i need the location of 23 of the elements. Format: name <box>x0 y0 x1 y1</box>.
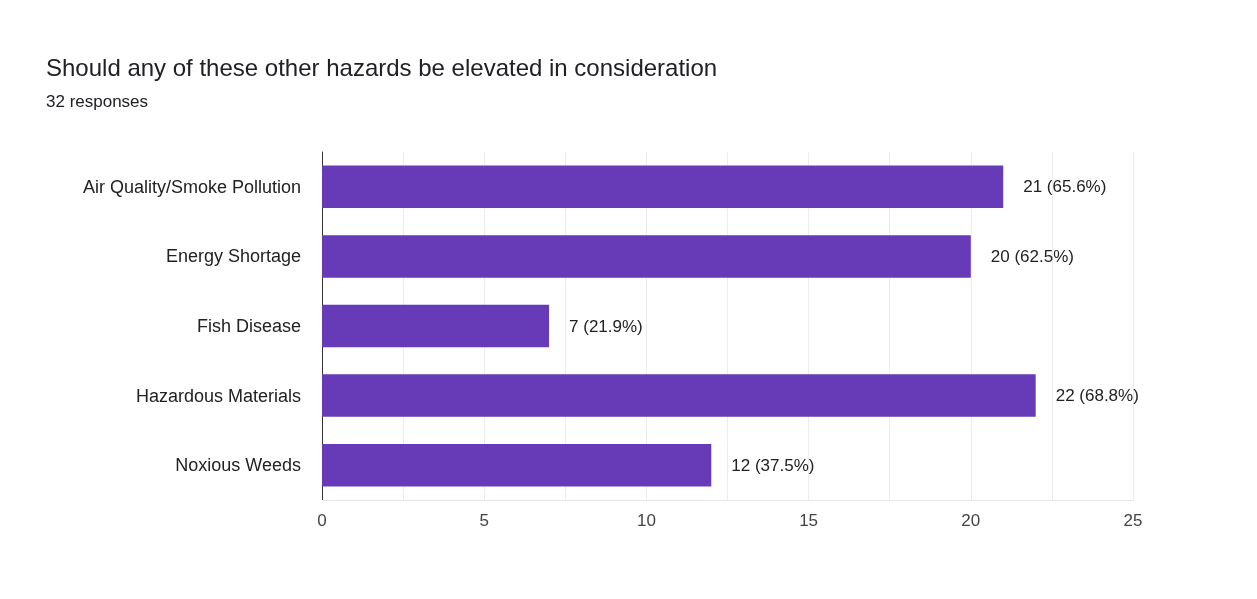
x-tick-label: 25 <box>1123 511 1143 530</box>
data-label: 7 (21.9%) <box>569 316 643 336</box>
y-tick-label: Air Quality/Smoke Pollution <box>82 176 301 197</box>
bar <box>322 443 712 487</box>
x-tick-label: 15 <box>799 511 819 530</box>
x-tick-label: 10 <box>636 511 656 530</box>
x-tick-label: 5 <box>479 511 489 530</box>
text: 32 responses <box>46 92 149 111</box>
y-tick-label: Energy Shortage <box>165 246 301 267</box>
data-label: 22 (68.8%) <box>1055 386 1139 406</box>
data-label: 21 (65.6%) <box>1023 177 1107 197</box>
bar <box>322 374 1036 417</box>
data-label: 12 (37.5%) <box>731 455 815 475</box>
y-tick-label: Fish Disease <box>196 316 301 336</box>
bar <box>322 235 971 278</box>
bar <box>322 165 1004 209</box>
y-tick-label: Noxious Weeds <box>175 455 301 476</box>
chart-title: Should any of these other hazards be elevated in consideration <box>46 53 718 81</box>
data-label: 20 (62.5%) <box>990 246 1074 266</box>
x-tick-label: 0 <box>317 511 327 530</box>
x-tick-label: 20 <box>961 511 981 530</box>
bar <box>322 304 550 348</box>
y-tick-label: Hazardous Materials <box>135 385 301 406</box>
